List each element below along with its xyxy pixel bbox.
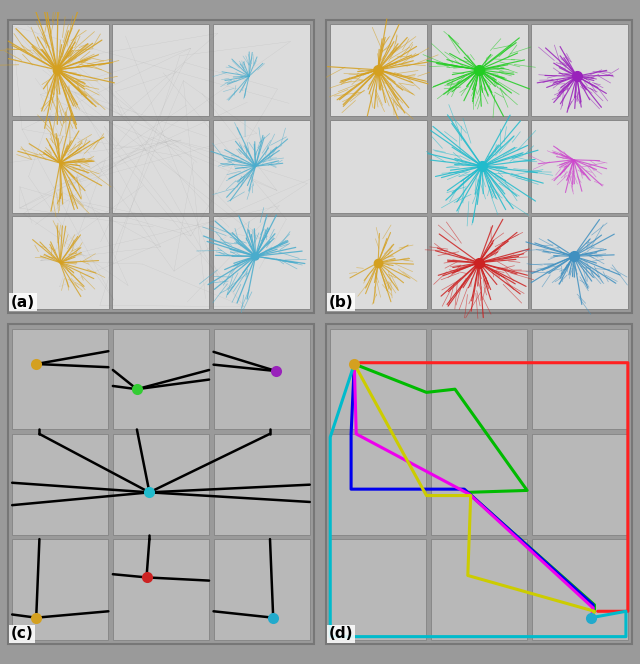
FancyBboxPatch shape bbox=[12, 434, 108, 535]
FancyBboxPatch shape bbox=[431, 23, 527, 116]
FancyBboxPatch shape bbox=[431, 216, 527, 309]
FancyBboxPatch shape bbox=[214, 329, 310, 430]
Text: (b): (b) bbox=[329, 295, 353, 309]
Text: (d): (d) bbox=[329, 626, 353, 641]
FancyBboxPatch shape bbox=[113, 434, 209, 535]
FancyBboxPatch shape bbox=[12, 216, 109, 309]
FancyBboxPatch shape bbox=[214, 539, 310, 640]
Text: (c): (c) bbox=[11, 626, 34, 641]
FancyBboxPatch shape bbox=[113, 216, 209, 309]
FancyBboxPatch shape bbox=[326, 20, 632, 313]
FancyBboxPatch shape bbox=[431, 329, 527, 430]
Text: (a): (a) bbox=[11, 295, 35, 309]
FancyBboxPatch shape bbox=[531, 120, 628, 212]
FancyBboxPatch shape bbox=[532, 329, 628, 430]
FancyBboxPatch shape bbox=[12, 539, 108, 640]
FancyBboxPatch shape bbox=[213, 216, 310, 309]
FancyBboxPatch shape bbox=[113, 329, 209, 430]
FancyBboxPatch shape bbox=[214, 434, 310, 535]
FancyBboxPatch shape bbox=[12, 23, 109, 116]
FancyBboxPatch shape bbox=[431, 539, 527, 640]
FancyBboxPatch shape bbox=[330, 329, 426, 430]
FancyBboxPatch shape bbox=[330, 216, 427, 309]
FancyBboxPatch shape bbox=[326, 324, 632, 644]
FancyBboxPatch shape bbox=[213, 120, 310, 212]
FancyBboxPatch shape bbox=[12, 120, 109, 212]
FancyBboxPatch shape bbox=[113, 23, 209, 116]
FancyBboxPatch shape bbox=[8, 324, 314, 644]
FancyBboxPatch shape bbox=[532, 539, 628, 640]
FancyBboxPatch shape bbox=[8, 20, 314, 313]
FancyBboxPatch shape bbox=[330, 539, 426, 640]
FancyBboxPatch shape bbox=[213, 23, 310, 116]
FancyBboxPatch shape bbox=[431, 434, 527, 535]
FancyBboxPatch shape bbox=[113, 539, 209, 640]
FancyBboxPatch shape bbox=[330, 434, 426, 535]
FancyBboxPatch shape bbox=[113, 120, 209, 212]
FancyBboxPatch shape bbox=[532, 434, 628, 535]
FancyBboxPatch shape bbox=[330, 120, 427, 212]
FancyBboxPatch shape bbox=[330, 23, 427, 116]
FancyBboxPatch shape bbox=[531, 23, 628, 116]
FancyBboxPatch shape bbox=[431, 120, 527, 212]
FancyBboxPatch shape bbox=[12, 329, 108, 430]
FancyBboxPatch shape bbox=[531, 216, 628, 309]
